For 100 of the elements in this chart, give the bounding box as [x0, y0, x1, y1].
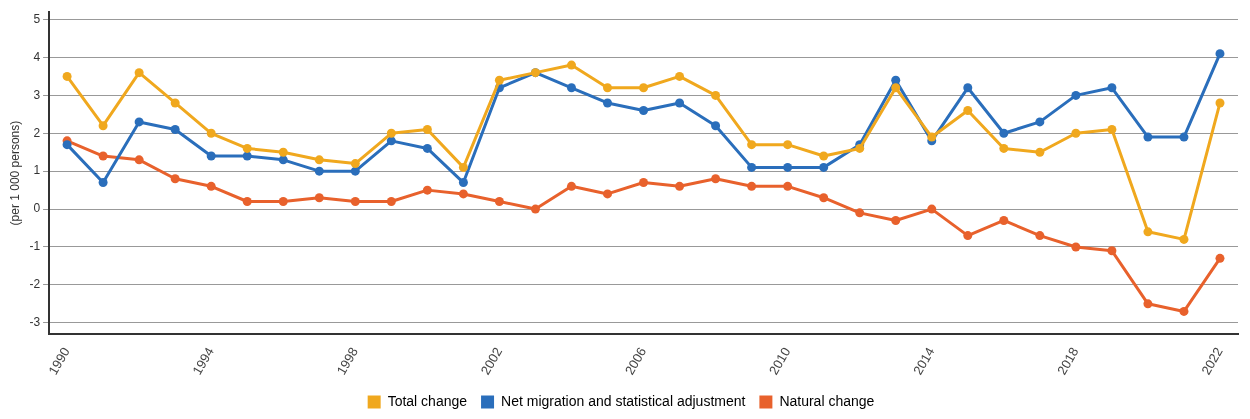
point: [134, 155, 144, 165]
point: [819, 151, 829, 161]
point: [1035, 117, 1045, 127]
point: [98, 121, 108, 131]
point: [386, 128, 396, 138]
point: [134, 117, 144, 127]
point: [639, 178, 649, 188]
point: [350, 166, 360, 176]
point: [206, 128, 216, 138]
y-tick-label: 3: [33, 87, 41, 102]
point: [603, 83, 613, 93]
point: [242, 143, 252, 153]
point: [170, 98, 180, 108]
point: [603, 98, 613, 108]
point: [350, 197, 360, 206]
point: [639, 106, 649, 116]
point: [1107, 246, 1117, 256]
legend-label: Natural change: [779, 392, 875, 409]
point: [783, 140, 793, 150]
point: [747, 140, 757, 150]
point: [386, 197, 396, 206]
point: [675, 181, 685, 191]
point: [1071, 242, 1081, 252]
point: [1143, 227, 1153, 237]
point: [1071, 128, 1081, 138]
y-tick-label: -2: [29, 277, 41, 292]
point: [62, 140, 72, 150]
point: [1107, 83, 1117, 93]
point: [170, 124, 180, 134]
point: [206, 151, 216, 161]
point: [603, 189, 613, 199]
point: [134, 68, 144, 78]
point: [1215, 253, 1225, 263]
point: [422, 124, 432, 134]
point: [494, 75, 504, 85]
y-tick-label: 1: [33, 163, 41, 178]
point: [314, 193, 324, 203]
point: [1143, 132, 1153, 142]
legend-label: Total change: [387, 392, 468, 409]
point: [278, 197, 288, 206]
point: [494, 197, 504, 206]
point: [819, 162, 829, 172]
point: [278, 155, 288, 165]
point: [350, 159, 360, 169]
point: [170, 174, 180, 184]
point: [458, 162, 468, 172]
point: [783, 162, 793, 172]
point: [1215, 98, 1225, 108]
point: [1179, 234, 1189, 244]
point: [98, 151, 108, 161]
point: [566, 83, 576, 93]
point: [1107, 124, 1117, 134]
point: [1215, 49, 1225, 59]
point: [530, 204, 540, 214]
point: [639, 83, 649, 93]
point: [458, 178, 468, 188]
point: [891, 215, 901, 225]
point: [819, 193, 829, 203]
point: [278, 147, 288, 157]
point: [891, 83, 901, 93]
point: [783, 181, 793, 191]
point: [458, 189, 468, 199]
point: [963, 106, 973, 116]
point: [711, 174, 721, 184]
point: [422, 143, 432, 153]
point: [963, 83, 973, 93]
point: [422, 185, 432, 195]
point: [747, 162, 757, 172]
point: [963, 231, 973, 241]
point: [675, 98, 685, 108]
point: [566, 181, 576, 191]
y-axis-title: (per 1 000 persons): [7, 120, 22, 226]
y-tick-label: 0: [33, 201, 41, 216]
point: [927, 132, 937, 142]
point: [747, 181, 757, 191]
point: [242, 197, 252, 206]
point: [855, 208, 865, 218]
point: [999, 128, 1009, 138]
y-tick-label: -1: [29, 239, 41, 254]
point: [314, 155, 324, 165]
y-tick-label: 4: [33, 49, 41, 64]
y-tick-label: -3: [29, 315, 41, 330]
legend-label: Net migration and statistical adjustment: [501, 392, 746, 409]
point: [999, 143, 1009, 153]
point: [675, 71, 685, 81]
point: [711, 90, 721, 100]
point: [1179, 306, 1189, 316]
y-tick-label: 2: [33, 125, 41, 140]
point: [314, 166, 324, 176]
point: [62, 71, 72, 81]
point: [1035, 147, 1045, 157]
point: [566, 60, 576, 70]
point: [206, 181, 216, 191]
point: [98, 178, 108, 188]
y-tick-label: 5: [33, 11, 41, 26]
point: [891, 75, 901, 85]
point: [999, 215, 1009, 225]
point: [1035, 231, 1045, 241]
point: [1071, 90, 1081, 100]
point: [711, 121, 721, 131]
